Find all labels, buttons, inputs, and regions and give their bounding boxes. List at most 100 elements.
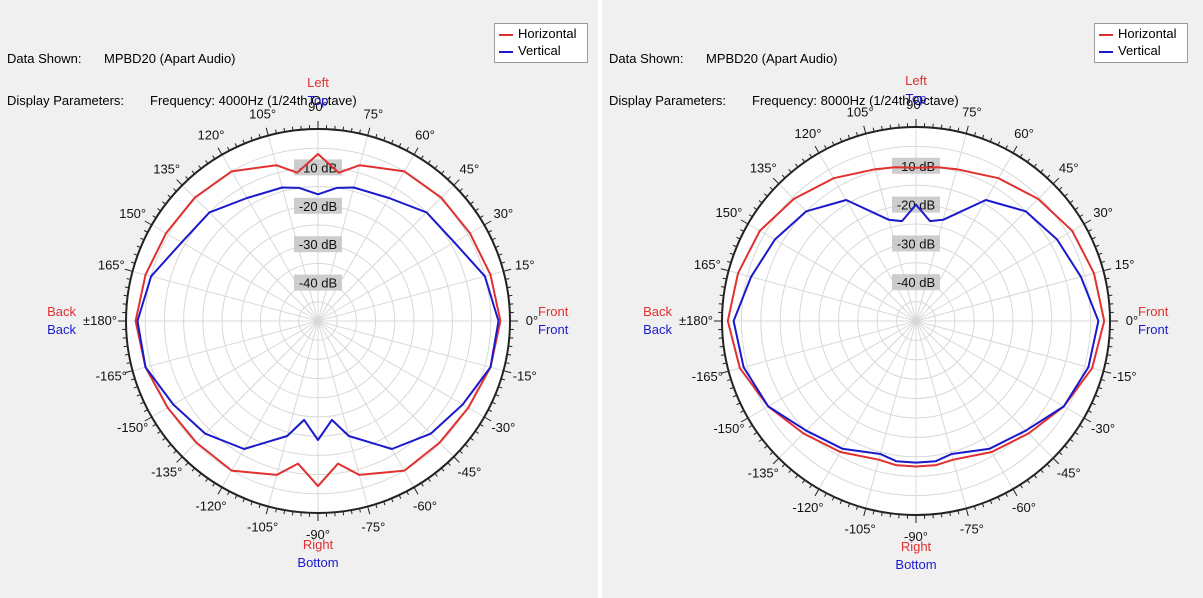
angle-tick (498, 253, 503, 256)
angle-tick (1012, 488, 1018, 497)
angle-tick (508, 294, 513, 297)
angle-tick (727, 378, 732, 382)
angle-tick (1012, 145, 1018, 154)
angle-tick (500, 378, 506, 381)
angle-tick (275, 508, 277, 513)
angle-tick (383, 136, 386, 141)
legend-swatch-horizontal (499, 33, 513, 36)
radial-gridline (740, 145, 1092, 497)
angle-tick-label: 0° (526, 313, 538, 328)
angle-tick (176, 456, 183, 463)
angle-tick-label: -60° (413, 498, 437, 513)
legend-item-vertical: Vertical (499, 43, 561, 59)
radial-gridline (183, 186, 453, 456)
db-label-bg (294, 159, 342, 176)
angle-tick-label: 0° (1126, 313, 1138, 328)
display-parameters-value: Frequency: 8000Hz (1/24th Octave) (752, 93, 959, 108)
angle-tick (136, 245, 141, 248)
angle-tick-label: -60° (1012, 500, 1036, 515)
angle-tick-label: 120° (795, 126, 822, 141)
angle-tick (420, 155, 424, 160)
legend-item-vertical: Vertical (1099, 43, 1161, 59)
angle-tick (413, 487, 419, 495)
angle-tick-label: 105° (847, 104, 874, 119)
angle-tick (863, 125, 867, 134)
direction-label-right: Right (901, 539, 932, 554)
angle-tick (124, 370, 133, 374)
direction-label-bottom: Bottom (297, 555, 338, 570)
angle-tick (283, 127, 286, 133)
angle-tick (732, 244, 737, 248)
angle-tick (1108, 294, 1113, 297)
angle-tick (1005, 492, 1008, 497)
angle-tick (459, 188, 463, 192)
direction-label-back-v: Back (47, 322, 76, 337)
angle-tick (144, 416, 152, 422)
angle-tick (185, 462, 189, 466)
angle-tick (350, 509, 353, 515)
angle-tick (453, 456, 460, 463)
angle-tick-label: 15° (515, 258, 535, 273)
angle-tick (398, 494, 402, 499)
angle-tick (1033, 474, 1037, 479)
angle-tick (1095, 394, 1100, 398)
angle-tick (126, 278, 131, 280)
data-shown-label: Data Shown: (7, 51, 82, 66)
angle-tick (447, 176, 451, 180)
angle-tick (434, 473, 438, 477)
angle-tick (997, 496, 1001, 501)
angle-tick (889, 124, 892, 129)
db-label: -40 dB (299, 276, 337, 291)
angle-tick (814, 488, 820, 497)
angle-tick (981, 503, 985, 508)
angle-tick-label: -90° (904, 529, 928, 544)
angle-tick (291, 126, 294, 131)
angle-tick (133, 253, 138, 256)
angle-tick (736, 402, 741, 406)
legend-label-vertical: Vertical (518, 43, 561, 58)
angle-tick (881, 125, 883, 131)
angle-tick (191, 170, 195, 175)
angle-tick (506, 286, 512, 289)
angle-tick (495, 394, 500, 397)
angle-tick (855, 505, 859, 510)
angle-tick-label: -120° (195, 498, 226, 513)
angle-tick (1026, 479, 1030, 484)
angle-tick (367, 506, 371, 515)
angle-tick (133, 386, 138, 389)
angle-tick (283, 509, 286, 515)
panel-divider (598, 0, 602, 598)
angle-tick (474, 430, 479, 434)
angle-tick (814, 145, 820, 154)
angle-tick (491, 237, 496, 241)
angle-tick-label: 165° (98, 258, 125, 273)
angle-tick (758, 438, 763, 442)
angle-tick (1064, 445, 1068, 449)
angle-tick (740, 229, 745, 232)
angle-tick (1108, 345, 1113, 348)
angle-tick-label: 45° (459, 162, 479, 177)
angle-tick (1103, 268, 1112, 272)
angle-tick (470, 437, 474, 441)
angle-tick (1105, 362, 1110, 365)
angle-tick (391, 139, 394, 144)
legend-label-vertical: Vertical (1118, 43, 1161, 58)
angle-tick (1095, 244, 1100, 248)
angle-tick (748, 214, 753, 218)
angle-tick (1052, 177, 1060, 185)
angle-tick (140, 401, 145, 405)
angle-tick (258, 133, 261, 139)
polar-chart-panel-8000hz: Data Shown: MPBD20 (Apart Audio) Display … (602, 0, 1203, 598)
angle-tick-label: 150° (715, 205, 742, 220)
angle-tick-label: -150° (713, 421, 744, 436)
angle-tick-label: -150° (117, 420, 148, 435)
data-shown-value: MPBD20 (Apart Audio) (706, 51, 838, 66)
display-parameters-label: Display Parameters: (609, 93, 727, 108)
db-label-bg (892, 235, 940, 252)
angle-tick (242, 498, 245, 503)
angle-tick-label: -135° (151, 464, 182, 479)
angle-tick (375, 503, 378, 509)
angle-tick (973, 505, 977, 510)
angle-tick-label: -135° (748, 466, 779, 481)
angle-tick (949, 125, 951, 131)
